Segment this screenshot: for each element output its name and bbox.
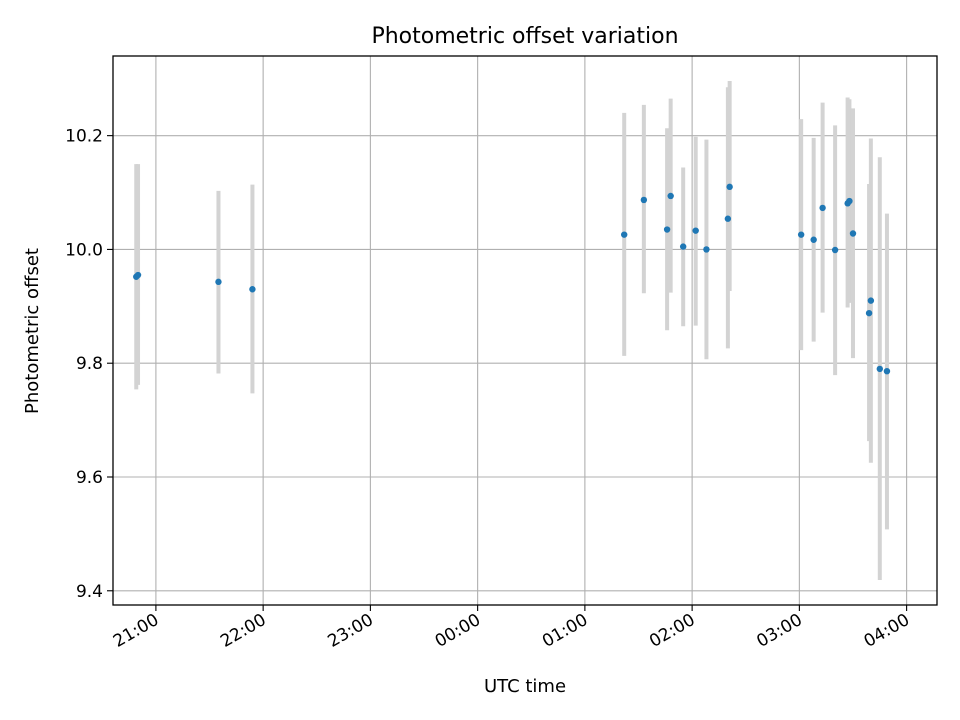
data-point [249, 286, 256, 293]
y-tick-label: 9.4 [76, 582, 103, 602]
data-point [703, 246, 710, 253]
data-point [865, 309, 873, 317]
chart-title: Photometric offset variation [371, 24, 678, 49]
plot-frame [112, 55, 938, 606]
data-point [819, 204, 826, 212]
data-point [679, 243, 687, 250]
data-point [667, 192, 674, 200]
data-point [876, 365, 884, 373]
data-point [846, 197, 853, 205]
y-tick-label: 10.0 [65, 240, 103, 260]
data-point [797, 231, 805, 238]
data-point [810, 236, 817, 243]
data-point [831, 246, 839, 254]
data-point [849, 230, 857, 237]
data-point [215, 278, 222, 286]
y-tick-label: 9.6 [76, 468, 103, 488]
data-point [663, 226, 671, 233]
data-point [867, 297, 875, 304]
y-axis-label: Photometric offset [22, 248, 43, 414]
data-point [640, 196, 648, 204]
y-tick-label: 9.8 [76, 354, 103, 374]
x-axis-label: UTC time [484, 676, 566, 697]
data-point [692, 227, 699, 234]
y-tick-label: 10.2 [65, 127, 103, 147]
data-point [134, 271, 142, 279]
data-point [621, 231, 628, 238]
y-axis-ticks: 9.4 9.6 9.8 10.0 10.2 [65, 127, 113, 602]
data-points [133, 183, 891, 375]
data-point [883, 367, 891, 375]
data-point [724, 215, 732, 222]
data-point [726, 183, 733, 191]
